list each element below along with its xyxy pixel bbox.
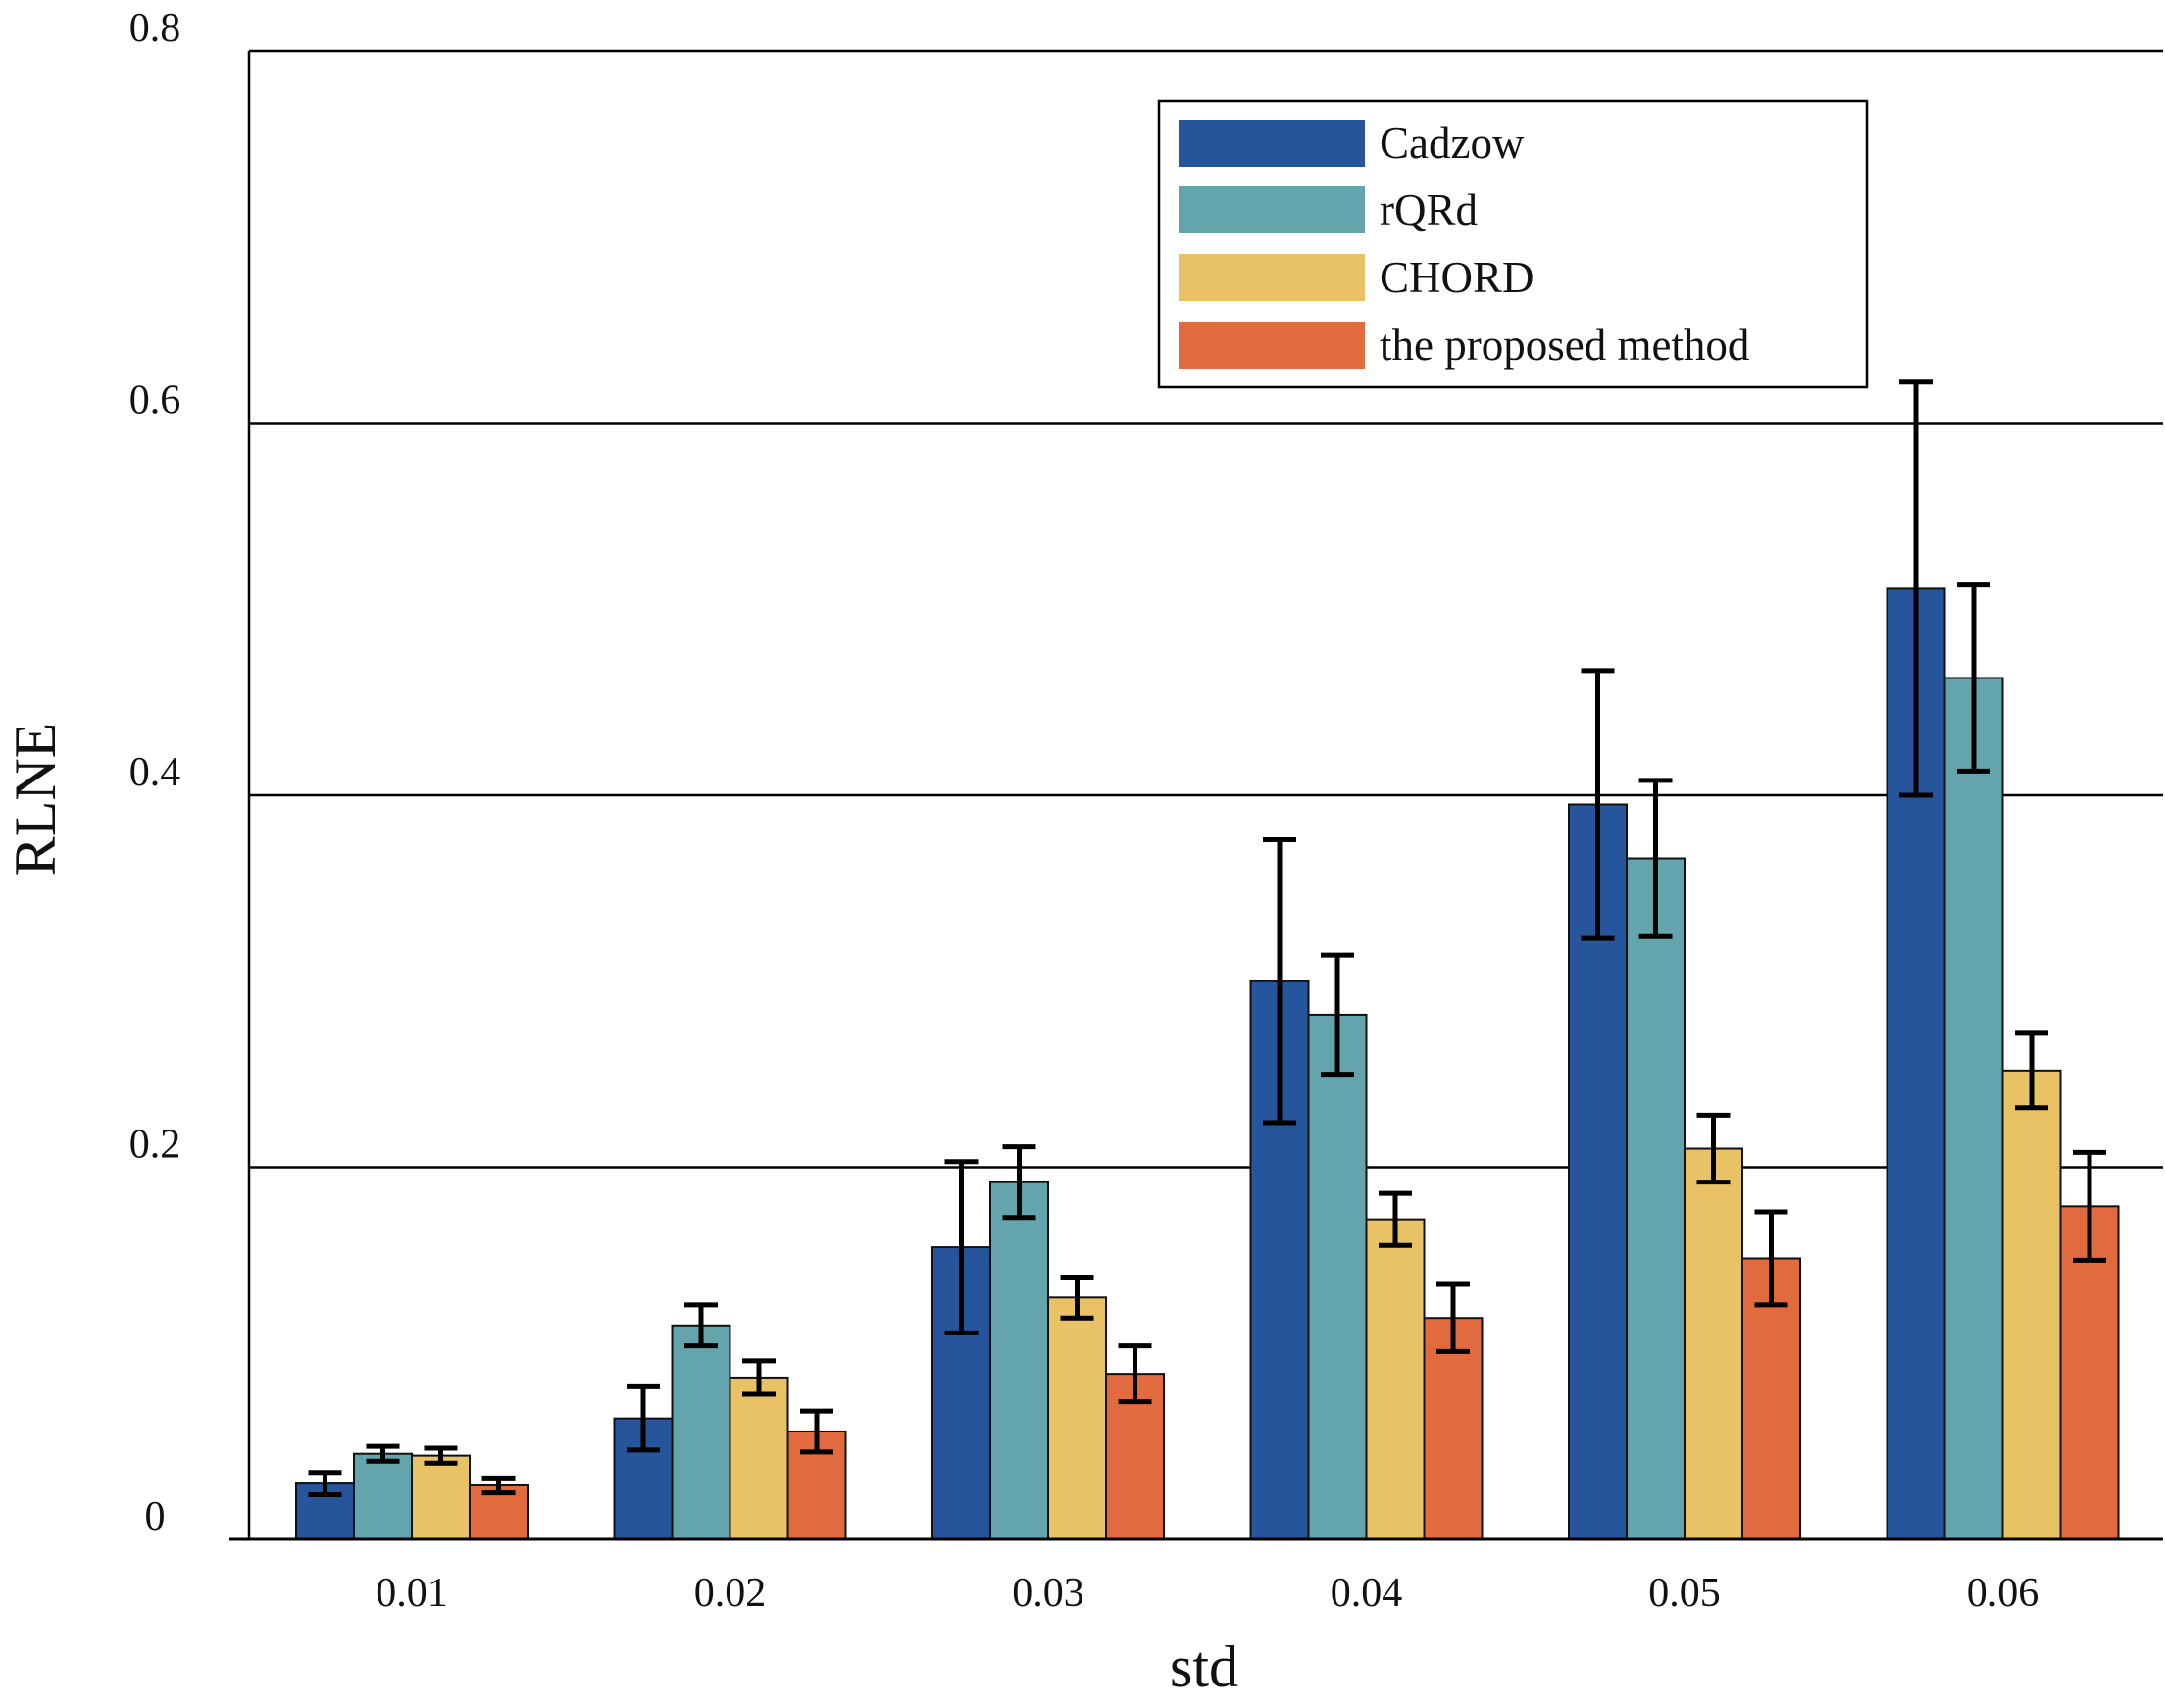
x-tick-label: 0.06: [1967, 1571, 2039, 1616]
legend-label: rQRd: [1380, 185, 1478, 234]
axes: [229, 51, 2163, 1541]
bar-rqrd: [671, 1324, 731, 1540]
x-tick-label: 0.01: [376, 1571, 448, 1616]
bar-chord: [1684, 1147, 1743, 1541]
y-axis-title: RLNE: [3, 723, 68, 877]
bar-rqrd: [1307, 1013, 1368, 1540]
gridlines: [249, 49, 2163, 1169]
x-tick-label: 0.05: [1648, 1571, 1721, 1616]
x-axis-title: std: [1170, 1634, 1238, 1699]
y-tick-label: 0.8: [129, 6, 181, 51]
y-tick-label: 0: [145, 1494, 166, 1539]
y-tick-label: 0.6: [129, 378, 181, 424]
legend-label: CHORD: [1380, 253, 1535, 302]
legend: Cadzow rQRd CHORD the proposed method: [1157, 99, 1869, 389]
bar-chord: [2001, 1069, 2062, 1540]
tick-labels: 0 0.2 0.4 0.6 0.8 0.01 0.02 0.03 0.04 0.05 0.06: [129, 6, 2039, 1616]
bar-rqrd: [1943, 677, 2004, 1540]
bar-chord: [1047, 1296, 1107, 1540]
bar-rqrd: [353, 1452, 413, 1540]
x-tick-label: 0.02: [694, 1571, 767, 1616]
legend-swatch: [1179, 120, 1365, 167]
legend-swatch: [1179, 322, 1365, 369]
y-tick-label: 0.4: [129, 750, 181, 795]
legend-swatch: [1179, 254, 1365, 301]
x-tick-label: 0.03: [1012, 1571, 1084, 1616]
legend-label: Cadzow: [1380, 119, 1525, 168]
bar-chord: [1365, 1218, 1426, 1540]
bar-rqrd: [1626, 857, 1686, 1540]
bar-rqrd: [989, 1181, 1049, 1541]
x-tick-label: 0.04: [1331, 1571, 1403, 1616]
bars: [295, 587, 2120, 1541]
bar-chord: [411, 1454, 471, 1541]
legend-label: the proposed method: [1380, 321, 1749, 370]
bar-the-proposed-method: [1423, 1317, 1484, 1541]
legend-swatch: [1179, 186, 1365, 233]
bar-chord: [729, 1376, 789, 1540]
y-tick-label: 0.2: [129, 1123, 181, 1168]
error-bars: [308, 379, 2106, 1497]
